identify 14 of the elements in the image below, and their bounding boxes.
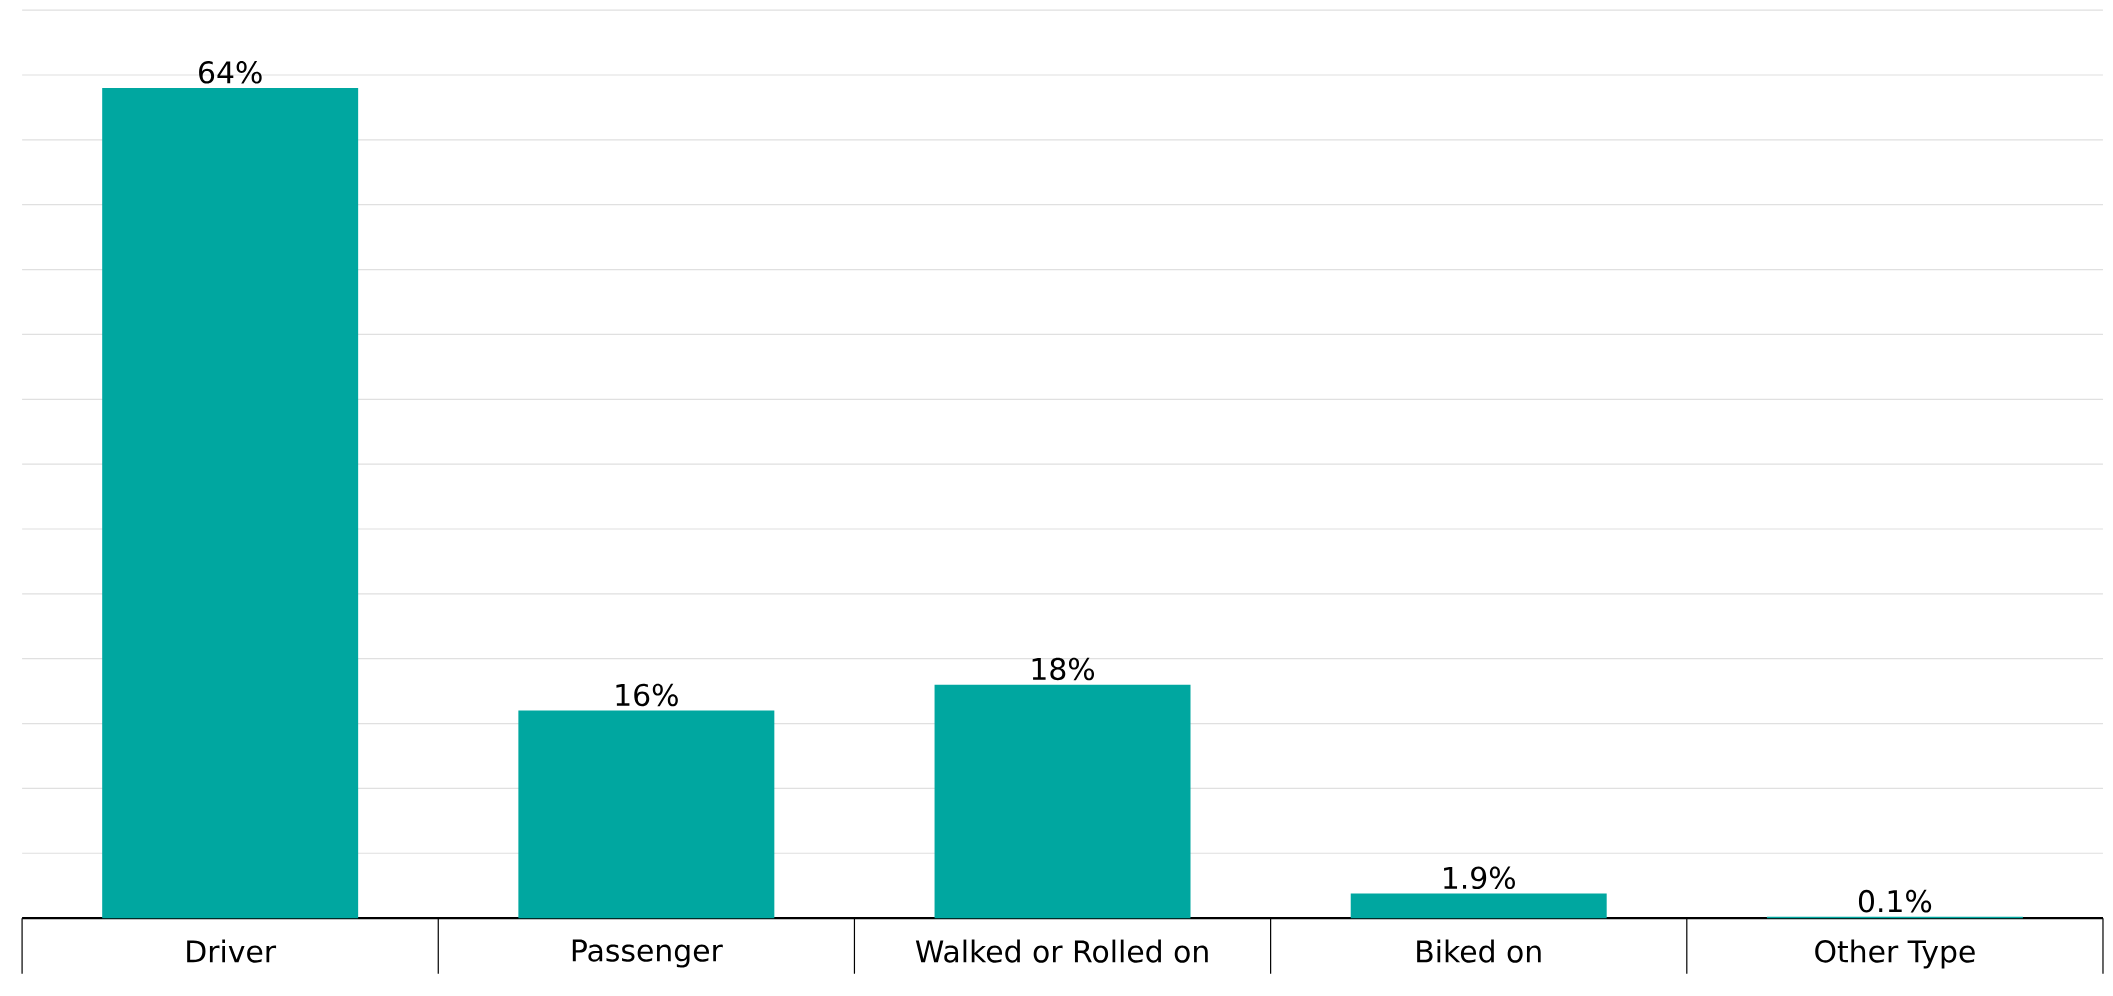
data-label: 0.1% [1858,890,1932,913]
data-label: 1.9% [1444,866,1515,890]
x-tick-label: Driver [187,939,277,963]
bar [1350,893,1607,919]
x-tick-label: Passenger [572,939,723,968]
bar [102,88,359,919]
x-tick-label: Biked on [1417,939,1541,963]
data-label: 18% [1032,657,1095,681]
x-tick-label: Walked or Rolled on [915,939,1208,963]
data-label: 16% [616,683,678,707]
bar [934,684,1191,919]
bar [518,710,775,919]
data-label: 64% [199,61,262,84]
x-tick-label: Other Type [1815,939,1975,969]
